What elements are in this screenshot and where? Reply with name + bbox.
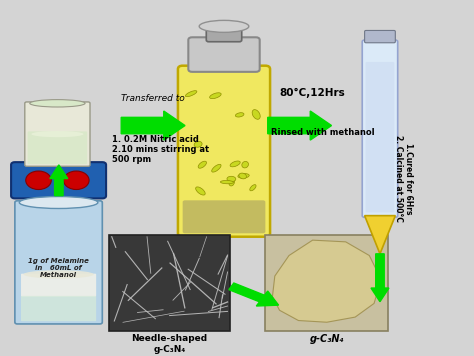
FancyBboxPatch shape [178, 66, 270, 237]
FancyBboxPatch shape [182, 200, 265, 233]
FancyBboxPatch shape [11, 162, 106, 198]
FancyArrow shape [121, 111, 185, 140]
FancyBboxPatch shape [15, 201, 102, 324]
Ellipse shape [212, 164, 221, 172]
FancyBboxPatch shape [265, 235, 388, 331]
Ellipse shape [23, 270, 94, 278]
FancyBboxPatch shape [365, 31, 395, 43]
FancyBboxPatch shape [21, 296, 96, 321]
Text: 1. 0.2M Nitric acid
2.10 mins stirring at
500 rpm: 1. 0.2M Nitric acid 2.10 mins stirring a… [112, 135, 209, 164]
FancyBboxPatch shape [206, 25, 242, 42]
Text: 1.Cured for 6Hrs
2. Calcined at 500°C: 1.Cured for 6Hrs 2. Calcined at 500°C [394, 135, 413, 222]
Ellipse shape [194, 141, 202, 147]
Ellipse shape [250, 185, 256, 191]
Text: 1g of Melamine
in   60mL of
Methanol: 1g of Melamine in 60mL of Methanol [28, 258, 89, 278]
Ellipse shape [199, 20, 249, 32]
Ellipse shape [238, 174, 249, 178]
Ellipse shape [230, 161, 240, 167]
Ellipse shape [31, 131, 83, 137]
Circle shape [26, 171, 51, 189]
Ellipse shape [30, 100, 85, 107]
Circle shape [64, 171, 89, 189]
Ellipse shape [229, 179, 235, 186]
FancyBboxPatch shape [362, 40, 398, 218]
Text: Needle-shaped
g-C₃N₄: Needle-shaped g-C₃N₄ [132, 334, 208, 354]
FancyBboxPatch shape [25, 102, 90, 166]
Polygon shape [365, 216, 395, 254]
Ellipse shape [252, 110, 260, 119]
Ellipse shape [196, 187, 205, 195]
Ellipse shape [19, 197, 98, 209]
FancyBboxPatch shape [109, 235, 230, 331]
Text: Transferred to: Transferred to [121, 94, 185, 103]
FancyBboxPatch shape [27, 131, 87, 164]
Ellipse shape [185, 91, 197, 97]
Ellipse shape [220, 180, 234, 184]
Ellipse shape [236, 113, 244, 117]
FancyBboxPatch shape [21, 274, 96, 297]
Ellipse shape [227, 176, 236, 182]
Ellipse shape [198, 161, 207, 168]
Polygon shape [273, 240, 381, 322]
Text: Rinsed with methanol: Rinsed with methanol [271, 128, 374, 137]
Ellipse shape [239, 173, 246, 179]
Text: 80°C,12Hrs: 80°C,12Hrs [280, 88, 345, 98]
FancyBboxPatch shape [365, 62, 394, 213]
Text: g-C₃N₄: g-C₃N₄ [310, 334, 344, 344]
FancyArrow shape [229, 283, 279, 306]
Ellipse shape [210, 93, 221, 99]
Ellipse shape [242, 161, 248, 168]
FancyBboxPatch shape [188, 37, 260, 72]
FancyArrow shape [50, 165, 68, 196]
FancyArrow shape [268, 111, 331, 140]
FancyArrow shape [371, 254, 389, 302]
